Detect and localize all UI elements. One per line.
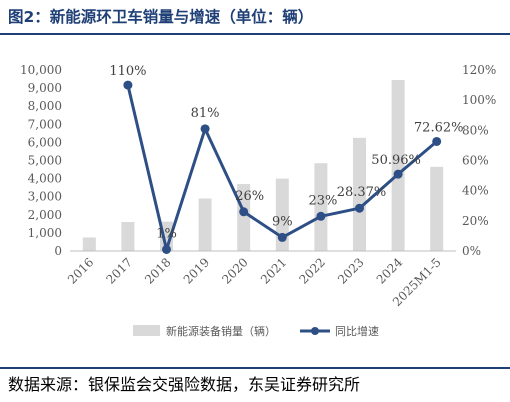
chart-svg: 0 1,000 2,000 3,000 4,000 5,000 6,000 7,000 8,00…: [20, 63, 496, 338]
growth-data-label: 81%: [191, 106, 220, 121]
growth-data-label: 26%: [235, 189, 264, 204]
growth-data-label: 1%: [156, 226, 177, 241]
growth-data-label: 23%: [308, 193, 337, 208]
legend-marker-line: [311, 327, 319, 335]
y-left-tick-label: 4,000: [28, 172, 62, 186]
y-right-tick-label: 0%: [462, 244, 481, 258]
bar-2024: [391, 79, 405, 251]
y-right-tick-label: 80%: [462, 123, 489, 137]
line-series-group: 110% 1% 81% 26% 9% 23%28.37% 50.96% 72.62%: [109, 64, 463, 254]
bar-2023: [353, 137, 366, 251]
x-tick-label: 2016: [65, 255, 96, 286]
growth-marker-2020: [239, 207, 249, 217]
legend-label-bar: 新能源装备销量（辆）: [166, 324, 276, 338]
y-left-tick-label: 6,000: [28, 135, 62, 149]
bar-2021: [275, 178, 289, 251]
y-left-tick-label: 3,000: [28, 190, 62, 204]
y-left-tick-label: 10,000: [20, 63, 62, 77]
growth-data-label: 72.62%: [414, 120, 464, 135]
x-tick-label: 2018: [142, 255, 173, 286]
y-left-tick-label: 8,000: [28, 99, 62, 113]
growth-data-label: 50.96%: [371, 153, 421, 168]
source-divider: [0, 367, 510, 369]
source-note: 数据来源：银保监会交强险数据，东吴证券研究所: [8, 375, 361, 394]
chart-container: 0 1,000 2,000 3,000 4,000 5,000 6,000 7,000 8,00…: [0, 36, 510, 354]
growth-marker-2017: [123, 80, 133, 90]
y-right-tick-label: 40%: [462, 184, 489, 198]
growth-marker-2023: [355, 203, 364, 213]
x-tick-label: 2023: [335, 255, 366, 286]
bar-2017: [121, 222, 135, 251]
y-right-tick-label: 60%: [462, 154, 489, 168]
bar-2022: [314, 163, 328, 251]
growth-marker-2024: [393, 169, 403, 179]
figure-title: 图2：新能源环卫车销量与增速（单位：辆）: [8, 8, 314, 26]
axes-group: 0 1,000 2,000 3,000 4,000 5,000 6,000 7,000 8,00…: [20, 63, 496, 309]
growth-marker-2025M1-5: [432, 136, 442, 146]
bar-series-group: [82, 79, 444, 251]
y-right-tick-label: 120%: [462, 63, 496, 77]
growth-marker-2018: [162, 244, 171, 254]
bar-2020: [237, 184, 251, 251]
y-left-tick-label: 0: [54, 244, 62, 258]
y-left-tick-label: 9,000: [28, 81, 62, 95]
bar-2019: [198, 198, 212, 251]
x-tick-label: 2024: [374, 255, 406, 287]
y-right-tick-label: 20%: [462, 214, 489, 228]
legend-label-line: 同比增速: [335, 324, 379, 338]
y-left-tick-label: 1,000: [28, 226, 62, 240]
growth-data-label: 110%: [109, 64, 146, 79]
x-tick-label: 2017: [104, 255, 135, 286]
legend-group: 新能源装备销量（辆） 同比增速: [133, 324, 379, 338]
x-tick-label: 2021: [258, 255, 289, 286]
growth-marker-2022: [316, 211, 326, 221]
y-left-tick-label: 2,000: [28, 208, 62, 222]
growth-data-label: 28.37%: [337, 185, 387, 200]
y-left-tick-label: 7,000: [28, 117, 62, 131]
x-tick-label: 2019: [181, 255, 212, 286]
y-left-tick-label: 5,000: [28, 154, 62, 168]
growth-marker-2019: [200, 124, 210, 134]
bar-2025M1-5: [430, 166, 444, 251]
x-tick-label: 2022: [297, 255, 328, 286]
title-divider: [0, 33, 510, 35]
legend-swatch-bar: [133, 325, 160, 336]
y-right-tick-label: 100%: [462, 93, 496, 107]
growth-marker-2021: [277, 232, 287, 242]
bar-2016: [82, 237, 96, 251]
growth-data-label: 9%: [272, 214, 293, 229]
x-tick-label: 2020: [219, 255, 250, 286]
